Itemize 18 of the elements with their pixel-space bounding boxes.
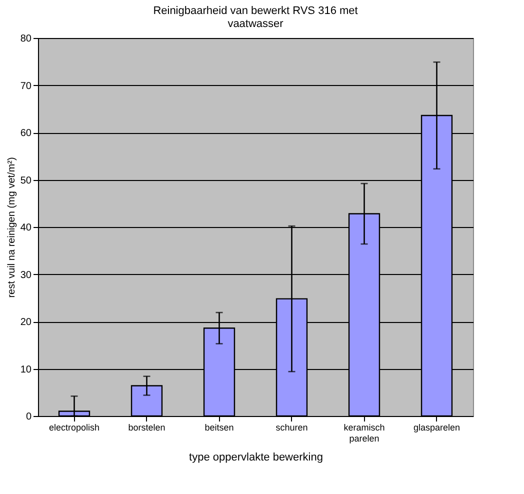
- x-tick-label: beitsen: [204, 422, 234, 432]
- y-tick-label: 80: [20, 34, 32, 44]
- x-axis-title: type oppervlakte bewerking: [189, 452, 323, 464]
- y-axis-title: rest vuil na reinigen (mg vet/m²): [6, 157, 18, 298]
- y-tick-label: 70: [20, 80, 32, 92]
- x-tick-label: electropolish: [48, 422, 100, 432]
- chart-title: Reinigbaarheid van bewerkt RVS 316 met vaatwasser: [153, 5, 358, 30]
- x-tick-label: glasparelen: [413, 422, 460, 432]
- x-tick-label: borstelen: [128, 422, 166, 432]
- y-tick-label: 20: [20, 317, 32, 328]
- y-tick-label: 60: [20, 128, 32, 139]
- y-tick-label: 50: [20, 175, 32, 186]
- y-tick-label: 10: [20, 364, 32, 376]
- y-tick-label: 30: [20, 270, 32, 281]
- x-tick-label: schuren: [276, 422, 308, 432]
- x-tick-label: keramisch parelen: [344, 422, 385, 444]
- y-tick-label: 40: [20, 222, 32, 234]
- y-tick-label: 0: [26, 412, 32, 422]
